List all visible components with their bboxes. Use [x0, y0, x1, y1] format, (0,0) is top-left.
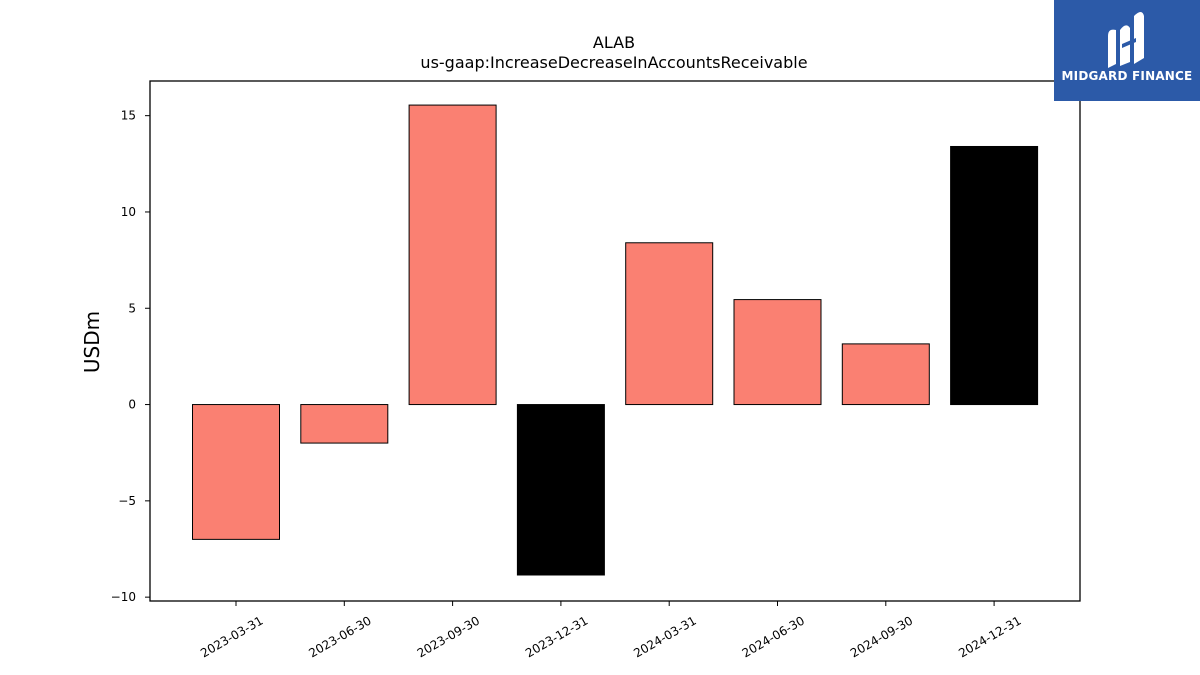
y-tick-label: −5	[118, 494, 136, 508]
x-tick-label: 2023-06-30	[306, 613, 373, 660]
chart-title: ALAB	[593, 33, 635, 52]
logo-text: MIDGARD FINANCE	[1061, 69, 1193, 83]
bar-2024-12-31	[950, 145, 1039, 406]
y-tick-label: 10	[121, 205, 136, 219]
x-tick-label: 2023-09-30	[415, 613, 482, 660]
bar-2024-09-30	[841, 343, 930, 406]
x-tick-label: 2024-12-31	[956, 613, 1023, 660]
y-tick-label: 5	[128, 301, 136, 315]
bar-2024-06-30	[733, 299, 822, 406]
midgard-logo-icon	[1108, 12, 1144, 69]
x-tick-label: 2024-09-30	[848, 613, 915, 660]
y-axis-label: USDm	[80, 311, 104, 373]
chart-subtitle: us-gaap:IncreaseDecreaseInAccountsReceiv…	[420, 53, 807, 72]
x-tick-label: 2024-06-30	[740, 613, 807, 660]
bar-2024-03-31	[625, 242, 714, 406]
y-tick-label: 0	[128, 398, 136, 412]
plot-frame	[149, 80, 1081, 602]
bar-2023-03-31	[192, 404, 280, 540]
bar-2023-06-30	[300, 404, 389, 444]
midgard-finance-logo: MIDGARD FINANCE	[1054, 0, 1200, 101]
x-tick-label: 2024-03-31	[631, 613, 698, 660]
bar-2023-12-31	[516, 404, 605, 576]
x-ticks-group: 2023-03-31 2023-06-30 2023-09-30 2023-12-31…	[198, 601, 1024, 660]
bars-group	[192, 104, 1039, 576]
x-tick-label: 2023-12-31	[523, 613, 590, 660]
y-tick-label: 15	[121, 109, 136, 123]
y-ticks-group: −10 −5 0 5 10 15	[111, 109, 150, 604]
y-tick-label: −10	[111, 590, 136, 604]
bar-2023-09-30	[408, 104, 497, 406]
x-tick-label: 2023-03-31	[198, 613, 265, 660]
